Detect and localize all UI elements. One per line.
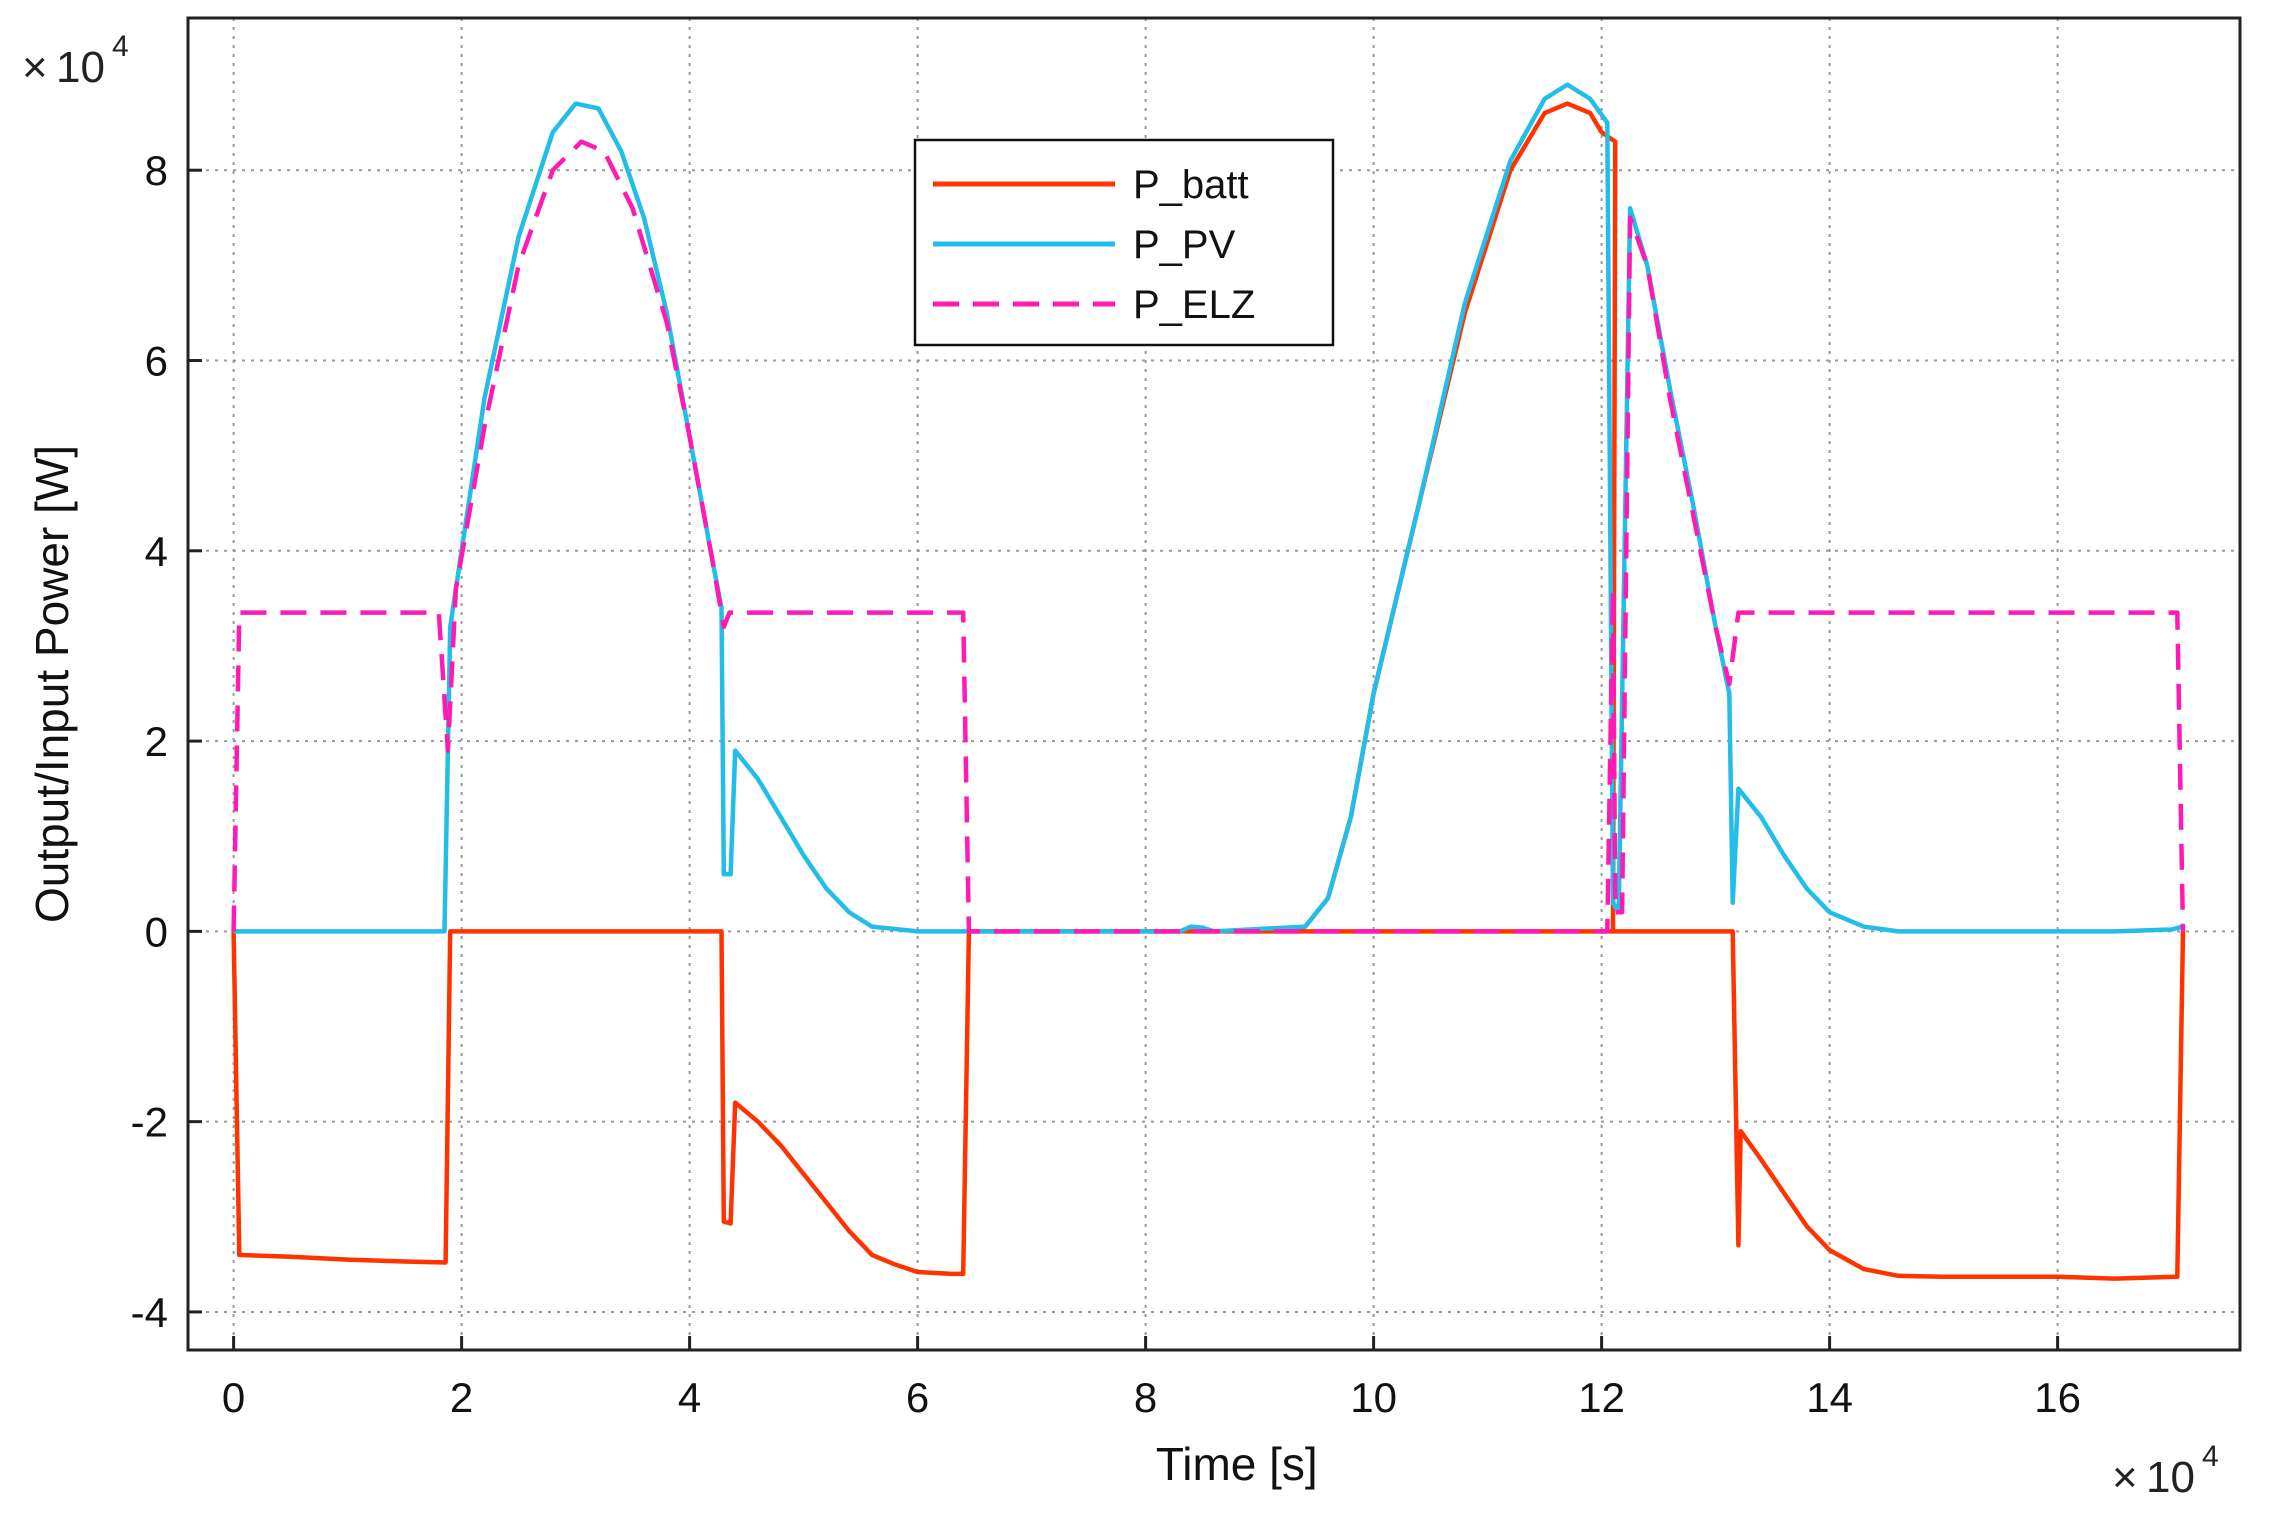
y-axis-label: Output/Input Power [W] [26, 445, 78, 923]
y-tick-label: 2 [145, 718, 168, 765]
x-axis-exponent: × 10 4 [2112, 1440, 2219, 1502]
legend-entry-p-pv: P_PV [1133, 223, 1236, 267]
x-tick-label: 10 [1350, 1374, 1397, 1421]
y-exponent-times-sign: × [22, 43, 48, 92]
x-exponent-times-sign: × [2112, 1453, 2138, 1502]
y-tick-label: 6 [145, 338, 168, 385]
x-tick-label: 6 [906, 1374, 929, 1421]
x-exponent-base: 10 [2146, 1453, 2195, 1502]
x-tick-label: 8 [1134, 1374, 1157, 1421]
ticks [188, 168, 2060, 1350]
y-axis-exponent: × 10 4 [22, 30, 129, 92]
x-tick-label: 0 [222, 1374, 245, 1421]
y-tick-label: 8 [145, 147, 168, 194]
x-axis-label: Time [s] [1156, 1438, 1318, 1490]
y-exponent-base: 10 [56, 43, 105, 92]
y-tick-label: 0 [145, 908, 168, 955]
x-tick-label: 4 [678, 1374, 701, 1421]
x-tick-label: 14 [1806, 1374, 1853, 1421]
legend-entry-p-elz: P_ELZ [1133, 283, 1255, 327]
legend: P_batt P_PV P_ELZ [913, 138, 1335, 347]
series-layer [231, 82, 2186, 1281]
series-line-p-elz [231, 139, 2186, 934]
y-exponent-power: 4 [112, 30, 129, 63]
series-line-p-pv [233, 82, 2184, 934]
y-tick-label: -2 [131, 1099, 168, 1146]
x-tick-label: 16 [2034, 1374, 2081, 1421]
x-exponent-power: 4 [2202, 1440, 2219, 1473]
tick-labels: 0 2 4 6 8 10 12 14 16 -4 -2 0 2 4 6 8 [131, 147, 2081, 1421]
y-tick-label: 4 [145, 528, 168, 575]
plot-frame [186, 16, 2242, 1352]
x-tick-label: 2 [450, 1374, 473, 1421]
series-line-p-batt [231, 101, 2186, 1281]
y-tick-label: -4 [131, 1289, 168, 1336]
legend-entry-p-batt: P_batt [1133, 163, 1249, 207]
x-tick-label: 12 [1578, 1374, 1625, 1421]
